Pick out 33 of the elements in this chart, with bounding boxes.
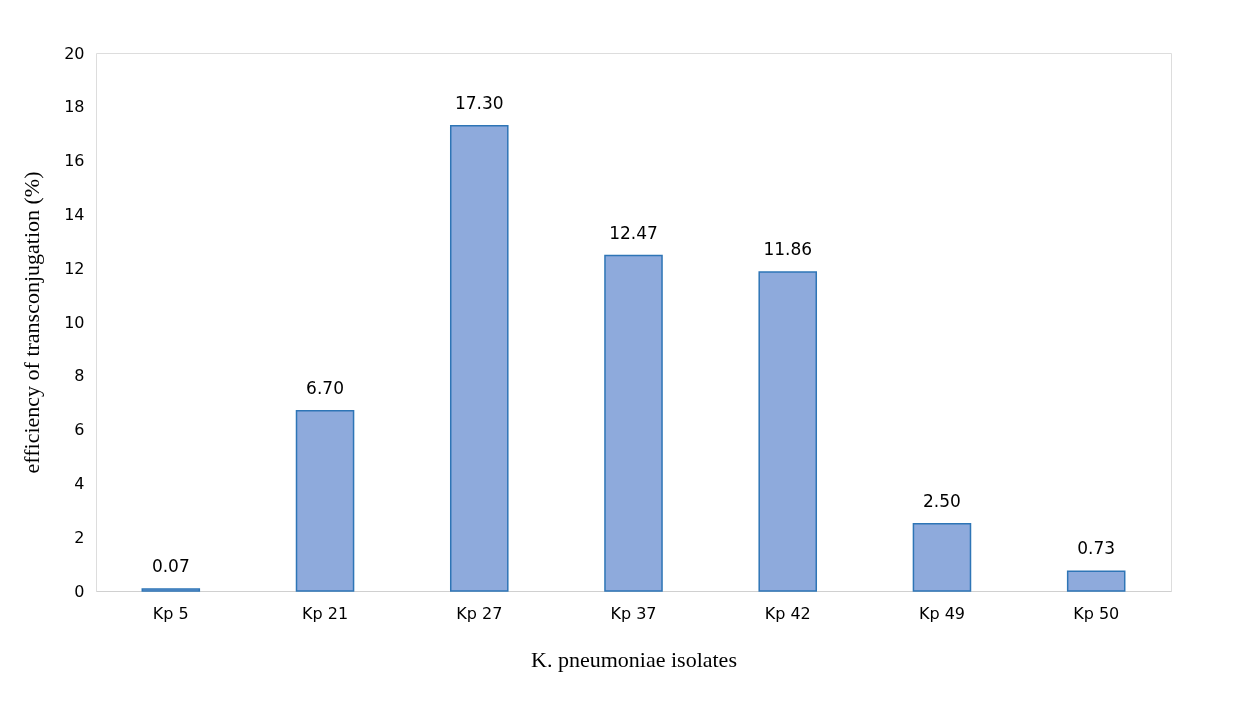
x-tick-label: Kp 27 xyxy=(456,603,503,623)
bar xyxy=(295,410,355,592)
bar xyxy=(758,271,818,592)
y-tick-label: 10 xyxy=(64,312,85,332)
y-tick-label: 20 xyxy=(64,43,85,63)
data-label: 2.50 xyxy=(923,490,961,511)
y-tick-label: 4 xyxy=(74,473,85,493)
bar xyxy=(604,254,663,592)
data-label: 0.07 xyxy=(151,556,190,577)
y-tick-label: 12 xyxy=(64,258,85,278)
data-label: 12.47 xyxy=(609,222,658,243)
x-tick-label: Kp 5 xyxy=(152,603,189,623)
data-label: 6.70 xyxy=(306,377,344,398)
y-tick-label: 14 xyxy=(64,204,85,224)
x-tick-label: Kp 37 xyxy=(610,603,657,623)
x-tick-label: Kp 42 xyxy=(764,603,811,623)
y-tick-label: 18 xyxy=(64,97,85,117)
bar xyxy=(449,124,509,592)
y-axis-title: efficiency of transconjugation (%) xyxy=(19,171,45,474)
x-axis-title: K. pneumoniae isolates xyxy=(531,646,737,672)
x-tick-label: Kp 50 xyxy=(1073,603,1120,623)
x-tick-label: Kp 21 xyxy=(301,603,349,623)
y-tick-label: 8 xyxy=(74,366,85,386)
bar xyxy=(912,523,972,592)
bar xyxy=(1066,570,1126,592)
y-tick-label: 2 xyxy=(74,527,85,547)
x-tick-label: Kp 49 xyxy=(918,603,966,623)
y-tick-label: 16 xyxy=(64,151,85,171)
y-tick-label: 0 xyxy=(74,581,85,601)
data-label: 11.86 xyxy=(763,238,813,259)
data-label: 17.30 xyxy=(454,92,504,113)
y-tick-label: 6 xyxy=(74,420,85,440)
data-label: 0.73 xyxy=(1077,538,1116,559)
